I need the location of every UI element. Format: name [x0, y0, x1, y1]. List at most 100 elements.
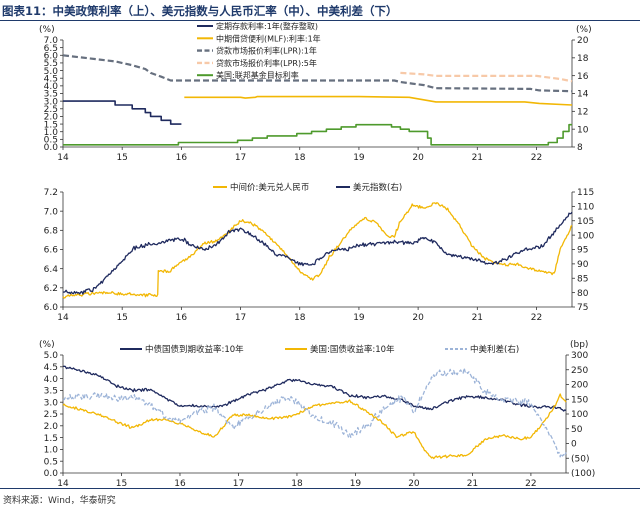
title-rule	[0, 20, 640, 21]
y-tick-label-right: 95	[577, 246, 588, 256]
legend-label: 贷款市场报价利率(LPR):5年	[216, 58, 317, 68]
y-tick-label-left: 5.0	[44, 351, 59, 361]
y-tick-label-left: 3.0	[44, 97, 59, 107]
y-tick-label-left: 0.5	[44, 457, 58, 467]
y-tick-label-right: 18	[577, 54, 589, 64]
y-tick-label-right: 115	[577, 188, 594, 198]
x-tick-label: 18	[294, 153, 306, 163]
source-note: 资料来源：Wind，华泰研究	[3, 496, 116, 506]
x-tick-label: 18	[294, 313, 306, 323]
y-tick-label-left: 1.0	[44, 446, 59, 456]
x-tick-label: 16	[176, 313, 188, 323]
y-tick-label-left: 3.0	[44, 398, 59, 408]
x-tick-label: 22	[531, 153, 542, 163]
y-tick-label-left: 3.5	[44, 90, 58, 100]
x-tick-label: 22	[525, 479, 536, 489]
x-tick-label: 21	[472, 313, 483, 323]
legend-label: 中间价:美元兑人民币	[230, 182, 309, 193]
y-tick-label-right: 300	[571, 351, 588, 361]
y-tick-label-left: 6.0	[44, 51, 59, 61]
y-tick-label-left: 6.8	[44, 227, 59, 237]
series-line-1-4	[400, 71, 573, 83]
y-tick-label-right: 250	[571, 366, 588, 376]
chart-panel-1: 0.00.51.01.52.02.53.03.54.04.55.05.56.06…	[39, 21, 592, 163]
y-tick-label-left: 5.5	[44, 59, 58, 69]
y-tick-label-right: 75	[577, 303, 588, 313]
legend-label: 美国:联邦基金目标利率	[216, 70, 299, 80]
y-tick-label-right: 8	[577, 143, 583, 153]
y-tick-label-left: 4.5	[44, 363, 58, 373]
series-line-2-1	[62, 202, 573, 299]
series-line-3-2	[62, 393, 567, 460]
x-tick-label: 18	[291, 479, 303, 489]
y-tick-label-right: 80	[577, 289, 589, 299]
y-tick-label-left: 1.0	[44, 128, 59, 138]
x-tick-label: 16	[174, 479, 186, 489]
y-tick-label-left: 7.2	[44, 188, 58, 198]
chart-panel-3: 0.0 0.51.0 1.5 2.0 2.5 3.03.5 4.0 4.5 5.0 (100) (5…	[39, 340, 595, 489]
x-tick-label: 14	[57, 153, 69, 163]
x-tick-label: 19	[353, 153, 365, 163]
legend-label: 美元指数(右)	[353, 182, 402, 193]
figure-title: 图表11：中美政策利率（上）、美元指数与人民币汇率（中）、中美利差（下）	[2, 4, 398, 18]
y-axis-title-left: (%)	[39, 340, 55, 350]
y-tick-label-right: 20	[577, 36, 589, 46]
y-tick-label-left: 6.4	[44, 265, 59, 275]
y-tick-label-right: (50)	[571, 454, 589, 464]
y-tick-label-right: 85	[577, 274, 588, 284]
x-tick-label: 15	[116, 479, 127, 489]
y-tick-label-left: 4.5	[44, 74, 58, 84]
x-tick-label: 17	[233, 479, 244, 489]
x-tick-label: 17	[235, 313, 246, 323]
y-tick-label-right: 0	[571, 440, 577, 450]
x-tick-label: 20	[408, 479, 420, 489]
y-tick-label-right: 200	[571, 381, 588, 391]
y-tick-label-right: 110	[577, 203, 594, 213]
y-tick-label-left: 6.0	[44, 303, 59, 313]
y-tick-label-left: 2.0	[44, 422, 59, 432]
y-tick-label-left: 6.2	[44, 284, 58, 294]
legend-label: 美国:国债收益率:10年	[310, 344, 395, 355]
series-line-3-1	[62, 365, 567, 412]
y-tick-label-right: 16	[577, 72, 589, 82]
x-tick-label: 15	[116, 313, 127, 323]
y-tick-label-right: 14	[577, 90, 589, 100]
y-tick-label-left: 4.0	[44, 375, 59, 385]
x-tick-label: 22	[531, 313, 542, 323]
y-tick-label-left: 3.5	[44, 387, 58, 397]
y-tick-label-right: 100	[571, 410, 588, 420]
y-tick-label-right: 150	[571, 395, 588, 405]
footer-rule	[0, 488, 640, 489]
y-tick-label-left: 2.5	[44, 410, 58, 420]
y-tick-label-left: 1.5	[44, 434, 58, 444]
y-tick-label-right: 100	[577, 231, 594, 241]
y-axis-title-left: (%)	[39, 25, 55, 35]
x-tick-label: 14	[57, 313, 69, 323]
legend-label: 贷款市场报价利率(LPR):1年	[216, 46, 317, 56]
x-tick-label: 20	[412, 313, 424, 323]
x-tick-label: 15	[116, 153, 127, 163]
legend-label: 定期存款利率:1年(整存整取)	[216, 21, 318, 31]
y-tick-label-left: 0.0	[44, 143, 59, 153]
x-tick-label: 14	[57, 479, 69, 489]
y-tick-label-right: 10	[577, 125, 589, 135]
y-tick-label-left: 7.0	[44, 207, 59, 217]
y-tick-label-left: 2.0	[44, 113, 59, 123]
y-tick-label-left: 5.0	[44, 67, 59, 77]
x-tick-label: 20	[412, 153, 424, 163]
series-line-1-2	[184, 95, 573, 106]
y-tick-label-right: 90	[577, 260, 589, 270]
chart-panel-2: 6.0 6.2 6.4 6.6 6.8 7.0 7.2 75 80 85 90 95 100 105 110…	[44, 182, 595, 323]
y-tick-label-right: 105	[577, 217, 594, 227]
x-tick-label: 21	[472, 153, 483, 163]
series-line-1-1	[63, 100, 182, 125]
y-tick-label-right: (100)	[571, 469, 595, 479]
x-tick-label: 21	[467, 479, 478, 489]
series-line-2-2	[62, 211, 573, 295]
legend-label: 中债国债到期收益率:10年	[145, 344, 244, 355]
y-tick-label-right: 12	[577, 108, 588, 118]
y-tick-label-right: 50	[571, 425, 583, 435]
x-tick-label: 19	[350, 479, 362, 489]
legend-label: 中期借贷便利(MLF):利率:1年	[216, 33, 321, 43]
